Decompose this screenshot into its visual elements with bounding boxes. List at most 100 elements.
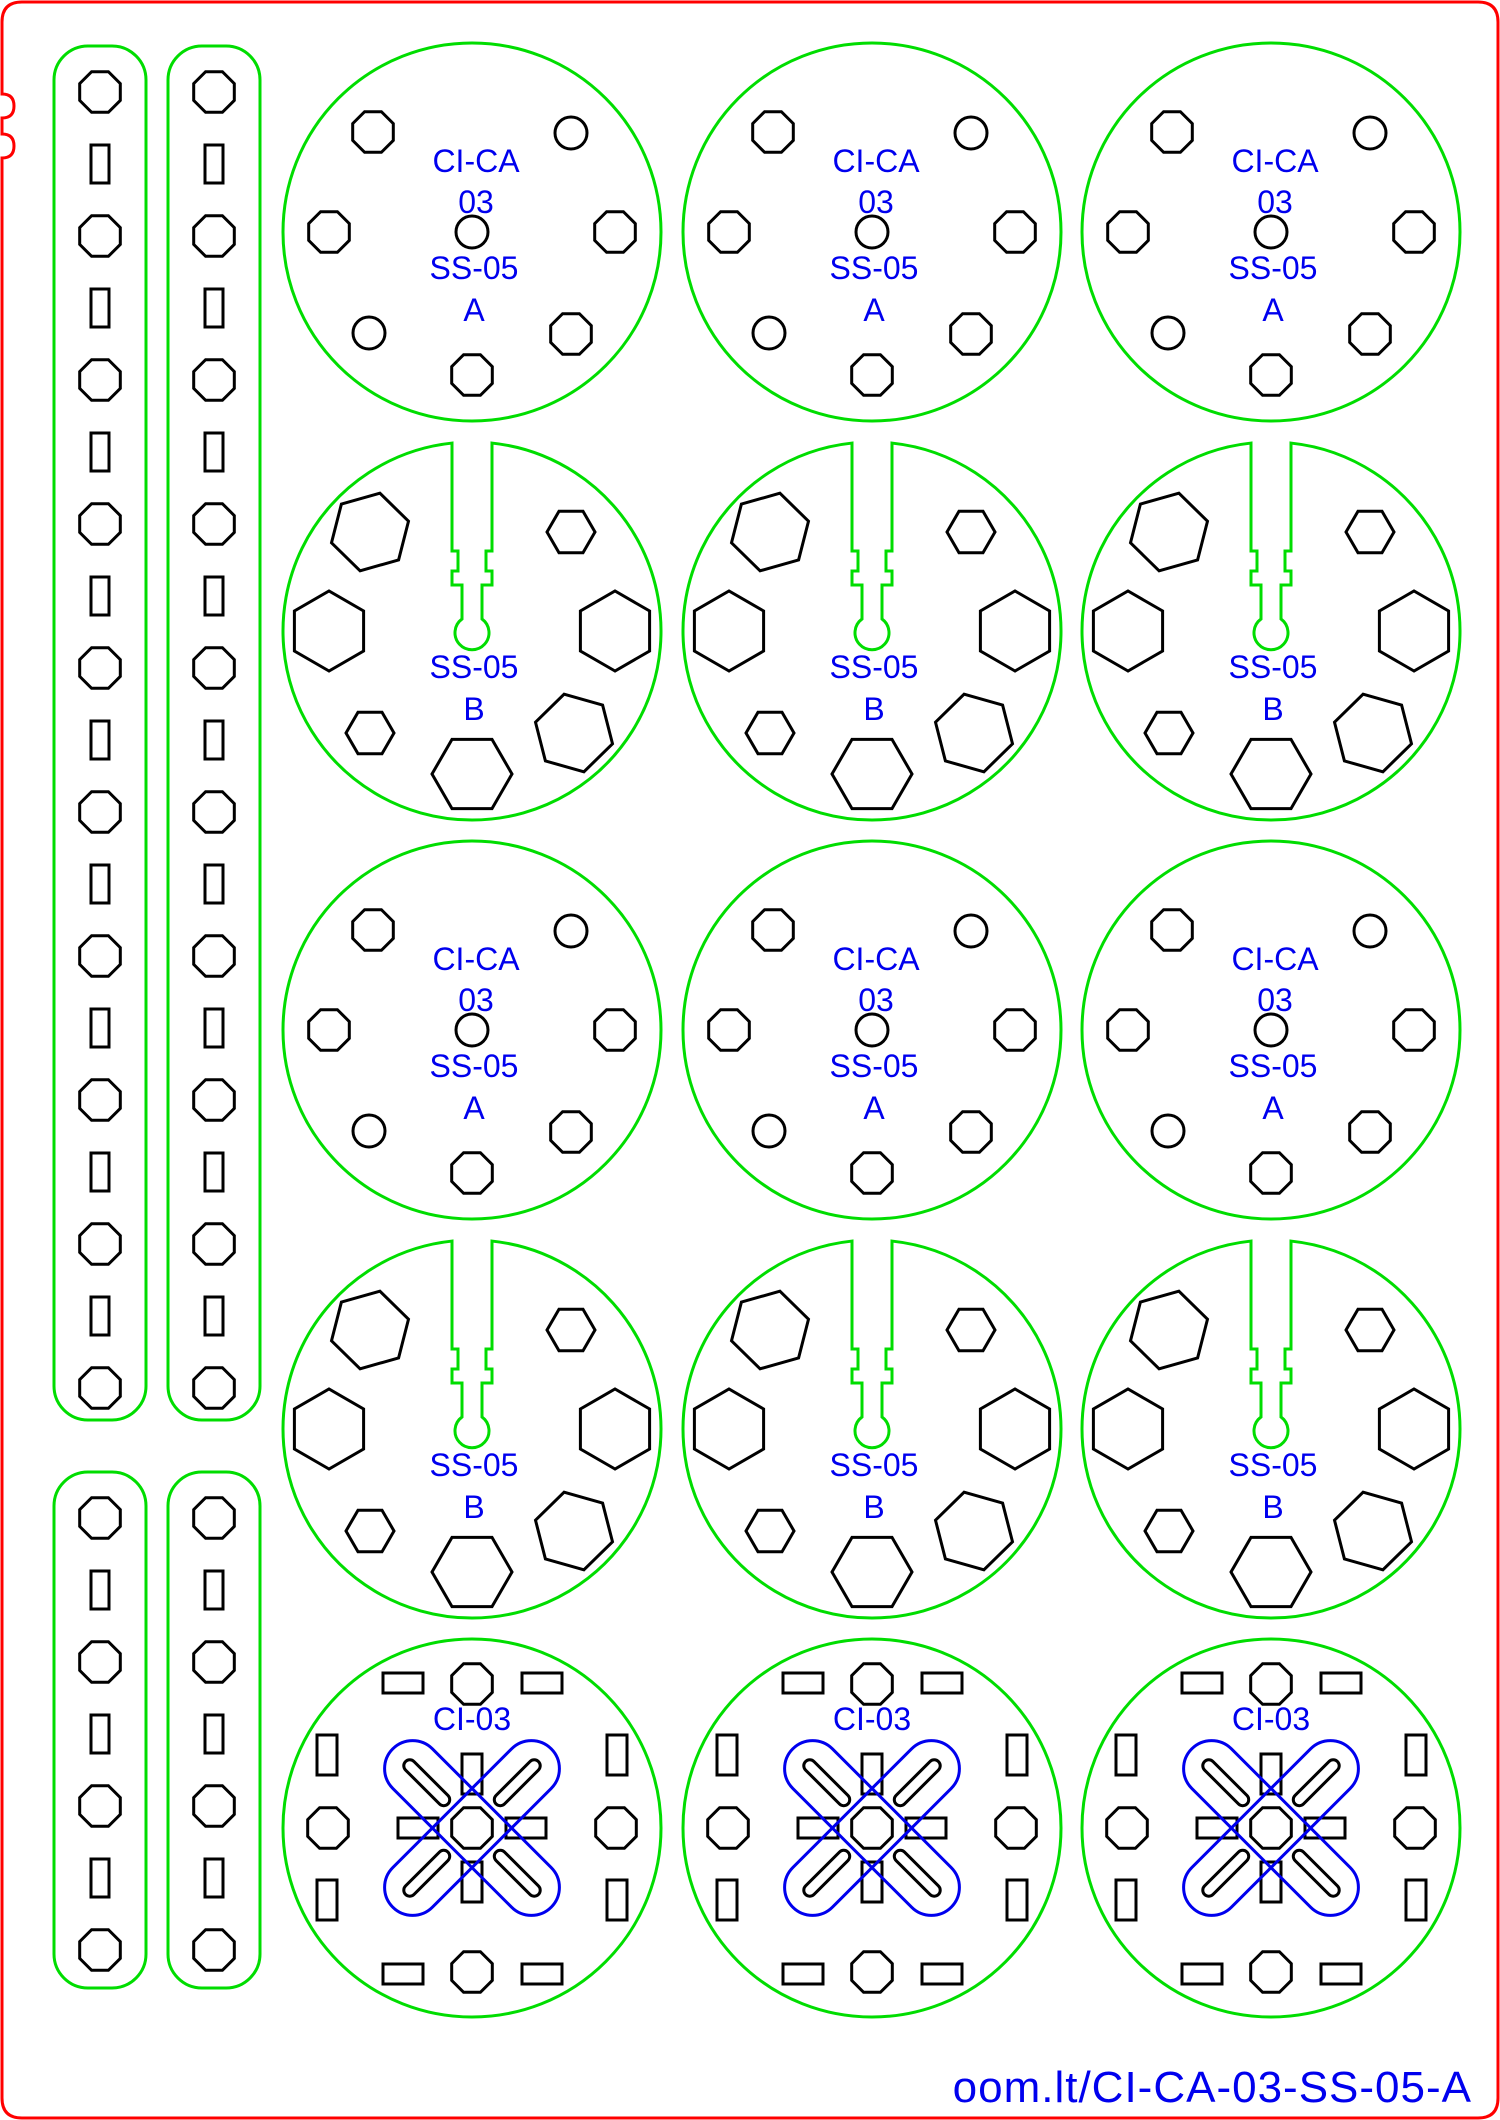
- strip-slot: [203, 863, 225, 905]
- round-hole: [553, 115, 589, 151]
- octagon-hole: [1392, 1008, 1436, 1052]
- hexagon-hole: [1332, 692, 1414, 774]
- hexagon-hole: [545, 1307, 597, 1353]
- round-hole: [1150, 315, 1186, 351]
- part-a-code: CI-CA: [1231, 941, 1319, 977]
- x-arm-outline: [783, 1739, 961, 1917]
- hexagon-hole: [729, 1289, 811, 1371]
- part-a-code: CI-CA: [432, 941, 520, 977]
- strip: [166, 1470, 262, 1990]
- octagon-hole: [192, 1496, 236, 1540]
- octagon-hole: [192, 1928, 236, 1972]
- strip-slot: [203, 1713, 225, 1755]
- octagon-hole: [993, 210, 1037, 254]
- hexagon-hole: [1128, 491, 1210, 573]
- x-arm-outline: [383, 1739, 561, 1917]
- x-bracket: [1182, 1739, 1360, 1917]
- octagon-hole: [306, 1806, 350, 1850]
- slot-hole: [920, 1671, 964, 1695]
- slot-hole: [1259, 1860, 1283, 1904]
- part-b-letter: B: [463, 1489, 484, 1525]
- x-arm-outline: [1182, 1739, 1360, 1917]
- x-arm-outline: [383, 1739, 561, 1917]
- center-hole: [454, 1012, 490, 1048]
- center-hole: [1253, 214, 1289, 250]
- octagon-hole: [78, 790, 122, 834]
- hexagon-hole: [1377, 1387, 1451, 1471]
- octagon-hole: [307, 1008, 351, 1052]
- hexagon-hole: [933, 1490, 1015, 1572]
- strip-slot: [89, 1569, 111, 1611]
- hexagon-hole: [978, 589, 1052, 673]
- part-c-outline: [281, 1637, 663, 2019]
- center-hole: [854, 1012, 890, 1048]
- slot-hole: [520, 1671, 564, 1695]
- part-b: SS-05 B: [281, 1239, 663, 1620]
- strip-slot: [203, 1007, 225, 1049]
- part-c: CI-03: [1080, 1637, 1462, 2019]
- hexagon-hole: [1143, 1508, 1195, 1554]
- octagon-hole: [1348, 1110, 1392, 1154]
- octagon-hole: [78, 1222, 122, 1266]
- strip-outline: [52, 1470, 148, 1990]
- octagon-hole: [1393, 1806, 1437, 1850]
- slot-hole: [904, 1816, 948, 1840]
- strip-slot: [203, 575, 225, 617]
- part-b-outline: [1080, 441, 1462, 822]
- part-a-letter: A: [863, 292, 885, 328]
- part-b: SS-05 B: [281, 441, 663, 822]
- part-c-code: CI-03: [1232, 1701, 1310, 1737]
- octagon-hole: [850, 1806, 894, 1850]
- part-a-letter: A: [863, 1090, 885, 1126]
- hexagon-hole: [533, 1490, 615, 1572]
- slot-hole: [715, 1733, 739, 1777]
- octagon-hole: [549, 312, 593, 356]
- strip-slot: [89, 1151, 111, 1193]
- octagon-hole: [78, 1928, 122, 1972]
- octagon-hole: [307, 210, 351, 254]
- part-b-letter: B: [1262, 691, 1283, 727]
- slot-hole: [1319, 1671, 1363, 1695]
- part-b: SS-05 B: [681, 441, 1063, 822]
- octagon-hole: [1249, 1806, 1293, 1850]
- x-arm-slot: [402, 1758, 452, 1808]
- slot-hole: [315, 1878, 339, 1922]
- octagon-hole: [707, 210, 751, 254]
- octagon-hole: [351, 110, 395, 154]
- octagon-hole: [78, 502, 122, 546]
- round-hole: [351, 1113, 387, 1149]
- round-hole: [953, 115, 989, 151]
- strip-slot: [203, 719, 225, 761]
- part-c-outline: [681, 1637, 1063, 2019]
- octagon-hole: [351, 908, 395, 952]
- strip: [52, 44, 148, 1422]
- octagon-hole: [450, 1662, 494, 1706]
- slot-hole: [1319, 1962, 1363, 1986]
- strip: [52, 1470, 148, 1990]
- octagon-hole: [1249, 1662, 1293, 1706]
- part-a: CI-CA 03 SS-05 A: [281, 41, 663, 423]
- hexagon-hole: [978, 1387, 1052, 1471]
- strip-slot: [89, 431, 111, 473]
- octagon-hole: [450, 353, 494, 397]
- part-b-outline: [281, 1239, 663, 1620]
- part-a-letter: A: [463, 292, 485, 328]
- part-a-model: SS-05: [1229, 1048, 1318, 1084]
- octagon-hole: [78, 358, 122, 402]
- hexagon-hole: [329, 491, 411, 573]
- strip-slot: [89, 1857, 111, 1899]
- part-a: CI-CA 03 SS-05 A: [1080, 41, 1462, 423]
- octagon-hole: [192, 70, 236, 114]
- part-a-number: 03: [858, 184, 894, 220]
- octagon-hole: [1150, 908, 1194, 952]
- part-b-outline: [1080, 1239, 1462, 1620]
- octagon-hole: [1392, 210, 1436, 254]
- round-hole: [1352, 913, 1388, 949]
- hexagon-hole: [830, 737, 914, 811]
- octagon-hole: [593, 210, 637, 254]
- center-hole: [1253, 1012, 1289, 1048]
- part-b: SS-05 B: [1080, 441, 1462, 822]
- part-a-number: 03: [458, 184, 494, 220]
- hexagon-hole: [744, 1508, 796, 1554]
